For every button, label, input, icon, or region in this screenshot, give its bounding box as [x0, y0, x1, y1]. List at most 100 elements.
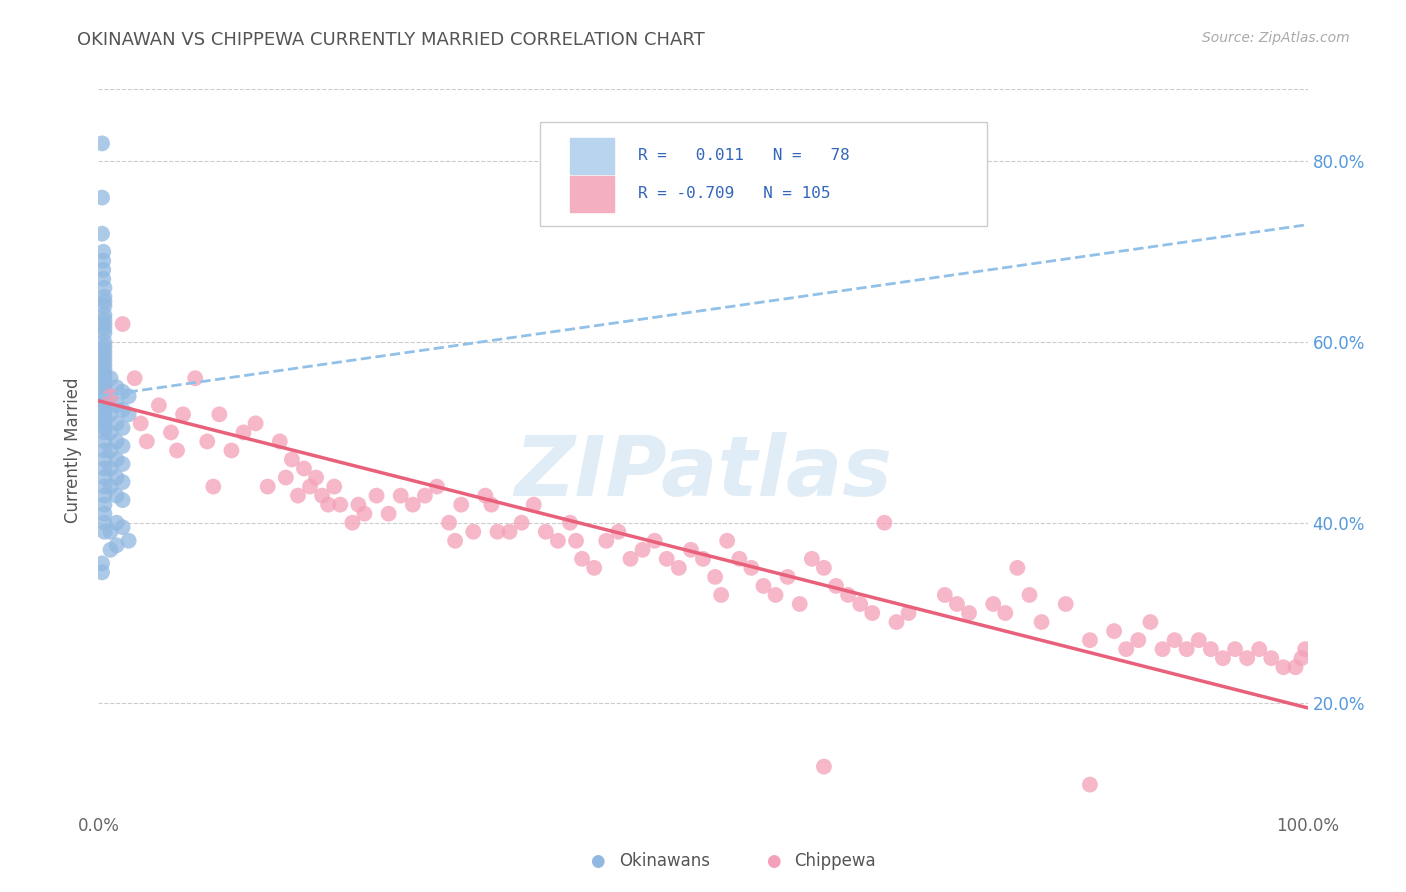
Point: [118, 407, 141, 421]
Point: [100, 371, 122, 385]
Point: [655, 551, 678, 566]
Point: [1018, 588, 1040, 602]
Point: [100, 407, 122, 421]
Point: [1078, 633, 1101, 648]
Point: [111, 475, 134, 489]
Point: [93, 452, 115, 467]
Point: [728, 551, 751, 566]
Point: [716, 533, 738, 548]
Point: [668, 561, 690, 575]
Point: [1260, 651, 1282, 665]
Point: [752, 579, 775, 593]
Point: [93, 461, 115, 475]
Point: [1139, 615, 1161, 629]
Point: [93, 389, 115, 403]
Point: [1175, 642, 1198, 657]
Point: [679, 542, 702, 557]
Point: [1284, 660, 1306, 674]
Point: [93, 480, 115, 494]
Point: [135, 434, 157, 449]
Text: ●: ●: [766, 852, 780, 870]
Point: [450, 498, 472, 512]
Point: [195, 434, 218, 449]
Point: [232, 425, 254, 440]
Point: [93, 335, 115, 350]
Point: [269, 434, 291, 449]
Point: [873, 516, 896, 530]
Point: [93, 371, 115, 385]
Point: [148, 398, 170, 412]
Point: [849, 597, 872, 611]
Point: [1223, 642, 1246, 657]
Point: [316, 498, 339, 512]
Point: [105, 398, 128, 412]
Text: ZIPatlas: ZIPatlas: [515, 432, 891, 513]
Point: [93, 299, 115, 313]
Point: [547, 533, 569, 548]
Point: [93, 417, 115, 431]
Point: [389, 489, 412, 503]
Point: [100, 389, 122, 403]
Point: [118, 389, 141, 403]
Point: [118, 533, 141, 548]
Point: [91, 262, 114, 277]
Point: [377, 507, 399, 521]
Point: [111, 457, 134, 471]
Point: [523, 498, 546, 512]
Point: [740, 561, 762, 575]
Point: [93, 376, 115, 390]
Point: [91, 557, 114, 571]
FancyBboxPatch shape: [569, 176, 613, 212]
Point: [105, 489, 128, 503]
Point: [208, 407, 231, 421]
Point: [789, 597, 811, 611]
Point: [710, 588, 733, 602]
Point: [93, 412, 115, 426]
Point: [124, 371, 146, 385]
Point: [91, 253, 114, 268]
Point: [583, 561, 606, 575]
Point: [160, 425, 183, 440]
Point: [366, 489, 388, 503]
Point: [91, 244, 114, 259]
Point: [111, 384, 134, 399]
Point: [274, 470, 297, 484]
Point: [498, 524, 520, 539]
Point: [347, 498, 370, 512]
Point: [93, 398, 115, 412]
Point: [93, 358, 115, 372]
Point: [93, 524, 115, 539]
Point: [281, 452, 304, 467]
Point: [100, 443, 122, 458]
Point: [323, 480, 346, 494]
Point: [402, 498, 425, 512]
Point: [994, 606, 1017, 620]
Point: [571, 551, 593, 566]
Point: [93, 367, 115, 381]
Point: [93, 421, 115, 435]
Point: [111, 439, 134, 453]
Point: [91, 272, 114, 286]
Point: [644, 533, 666, 548]
FancyBboxPatch shape: [540, 121, 987, 227]
Point: [437, 516, 460, 530]
Point: [329, 498, 352, 512]
Point: [105, 380, 128, 394]
Point: [946, 597, 969, 611]
Point: [776, 570, 799, 584]
Point: [105, 452, 128, 467]
Point: [1249, 642, 1271, 657]
Point: [93, 443, 115, 458]
Point: [91, 566, 114, 580]
Point: [765, 588, 787, 602]
Point: [93, 340, 115, 354]
Point: [100, 524, 122, 539]
Point: [111, 402, 134, 417]
Point: [860, 606, 883, 620]
Point: [565, 533, 588, 548]
Point: [1031, 615, 1053, 629]
Point: [166, 443, 188, 458]
Text: R = -0.709   N = 105: R = -0.709 N = 105: [638, 186, 830, 202]
Point: [704, 570, 727, 584]
Point: [1152, 642, 1174, 657]
